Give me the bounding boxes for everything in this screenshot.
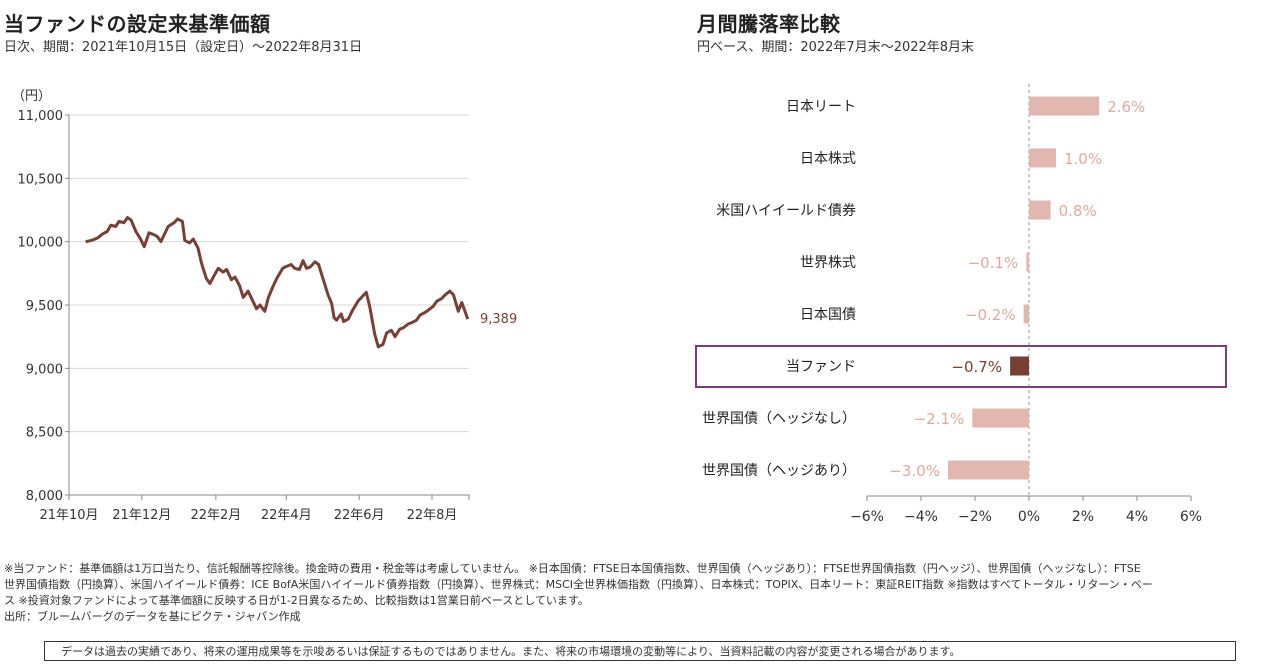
y-tick-label: 9,000 bbox=[26, 362, 63, 377]
x-tick-label: 22年4月 bbox=[261, 508, 312, 523]
bar bbox=[1029, 96, 1100, 116]
footnote-line: ※当ファンド：基準価額は1万口当たり、信託報酬等控除後。換金時の費用・税金等は考… bbox=[4, 562, 1141, 575]
y-unit-label: （円） bbox=[12, 89, 51, 104]
left-chart-title: 当ファンドの設定来基準価額 bbox=[4, 12, 271, 36]
value-label: −0.1% bbox=[968, 254, 1019, 272]
x-tick-label: 22年2月 bbox=[190, 508, 241, 523]
bar bbox=[948, 460, 1029, 480]
bar bbox=[1010, 356, 1029, 376]
category-label: 世界国債（ヘッジあり） bbox=[702, 463, 856, 479]
x-tick-label: −6% bbox=[850, 509, 884, 525]
category-label: 世界株式 bbox=[800, 255, 856, 271]
category-label: 米国ハイイールド債券 bbox=[716, 203, 856, 219]
y-tick-label: 9,500 bbox=[26, 299, 63, 314]
value-label: 2.6% bbox=[1107, 98, 1145, 116]
value-label: 0.8% bbox=[1059, 202, 1097, 220]
bar-chart: −6% −4% −2% 0% 2% 4% 6% 日本リート日本株式米国ハイイールド債券世界株… bbox=[695, 84, 1227, 525]
value-label: −0.7% bbox=[951, 358, 1002, 376]
y-tick-label: 8,000 bbox=[26, 489, 63, 504]
y-tick-label: 10,500 bbox=[18, 172, 64, 187]
left-chart-subtitle: 日次、期間：2021年10月15日（設定日）～2022年8月31日 bbox=[4, 40, 363, 55]
category-label: 日本リート bbox=[786, 99, 856, 115]
y-tick-label: 8,500 bbox=[26, 426, 63, 441]
category-label: 当ファンド bbox=[786, 359, 856, 375]
x-tick-labels: 21年10月 21年12月 22年2月 22年4月 22年6月 22年8月 bbox=[39, 508, 457, 523]
value-label: −0.2% bbox=[965, 306, 1016, 324]
footnotes: ※当ファンド：基準価額は1万口当たり、信託報酬等控除後。換金時の費用・税金等は考… bbox=[4, 561, 1276, 625]
nav-series-line bbox=[85, 216, 470, 349]
bar bbox=[1026, 252, 1029, 272]
x-tick-label: 21年10月 bbox=[39, 508, 98, 523]
x-tick-label: 22年8月 bbox=[407, 508, 458, 523]
last-value-label: 9,389 bbox=[480, 312, 517, 327]
x-tick-label: −4% bbox=[904, 509, 938, 525]
right-chart-title: 月間騰落率比較 bbox=[697, 12, 841, 36]
category-label: 世界国債（ヘッジなし） bbox=[702, 411, 856, 427]
value-label: −3.0% bbox=[889, 462, 940, 480]
right-chart-subtitle: 円ベース、期間：2022年7月末～2022年8月末 bbox=[697, 40, 975, 55]
bar bbox=[1023, 304, 1029, 324]
x-tick-label: −2% bbox=[958, 509, 992, 525]
footnote-line: ス ※投資対象ファンドによって基準価額に反映する日が1-2日異なるため、比較指数… bbox=[4, 594, 589, 607]
y-tick-label: 11,000 bbox=[18, 109, 64, 124]
x-tick-label: 0% bbox=[1018, 509, 1040, 525]
disclaimer-box: データは過去の実績であり、将来の運用成果等を示唆あるいは保証するものではありませ… bbox=[44, 641, 1236, 661]
x-tick-labels: −6% −4% −2% 0% 2% 4% 6% bbox=[850, 509, 1202, 525]
x-tick-label: 2% bbox=[1072, 509, 1094, 525]
footnote-line: 世界国債指数（円換算）、米国ハイイールド債券：ICE BofA米国ハイイールド債… bbox=[4, 578, 1153, 591]
value-label: 1.0% bbox=[1064, 150, 1102, 168]
x-tick-label: 6% bbox=[1180, 509, 1202, 525]
x-tick-label: 4% bbox=[1126, 509, 1148, 525]
bar bbox=[1029, 148, 1056, 168]
footnote-source: 出所：ブルームバーグのデータを基にピクテ・ジャパン作成 bbox=[4, 610, 301, 623]
x-tick-label: 21年12月 bbox=[112, 508, 171, 523]
y-tick-label: 10,000 bbox=[18, 236, 64, 251]
category-label: 日本株式 bbox=[800, 151, 856, 167]
value-labels: 2.6% 1.0% 0.8% −0.1% −0.2% −0.7% −2.1% −3.0% bbox=[889, 98, 1145, 480]
axes bbox=[866, 495, 1192, 501]
value-label: −2.1% bbox=[914, 410, 965, 428]
axes bbox=[68, 115, 470, 500]
x-tick-label: 22年6月 bbox=[334, 508, 385, 523]
category-label: 日本国債 bbox=[800, 307, 856, 323]
line-chart: （円） 8,000 8,500 9,000 9,500 10,000 10,500 11,0… bbox=[12, 89, 517, 523]
bar bbox=[972, 408, 1029, 428]
bar bbox=[1029, 200, 1051, 220]
bars bbox=[948, 96, 1100, 480]
highlight-box bbox=[695, 345, 1227, 388]
y-tick-labels: 8,000 8,500 9,000 9,500 10,000 10,500 11,000 bbox=[18, 109, 64, 504]
gridlines bbox=[65, 114, 469, 496]
category-labels: 日本リート日本株式米国ハイイールド債券世界株式日本国債当ファンド世界国債（ヘッジ… bbox=[702, 99, 856, 479]
